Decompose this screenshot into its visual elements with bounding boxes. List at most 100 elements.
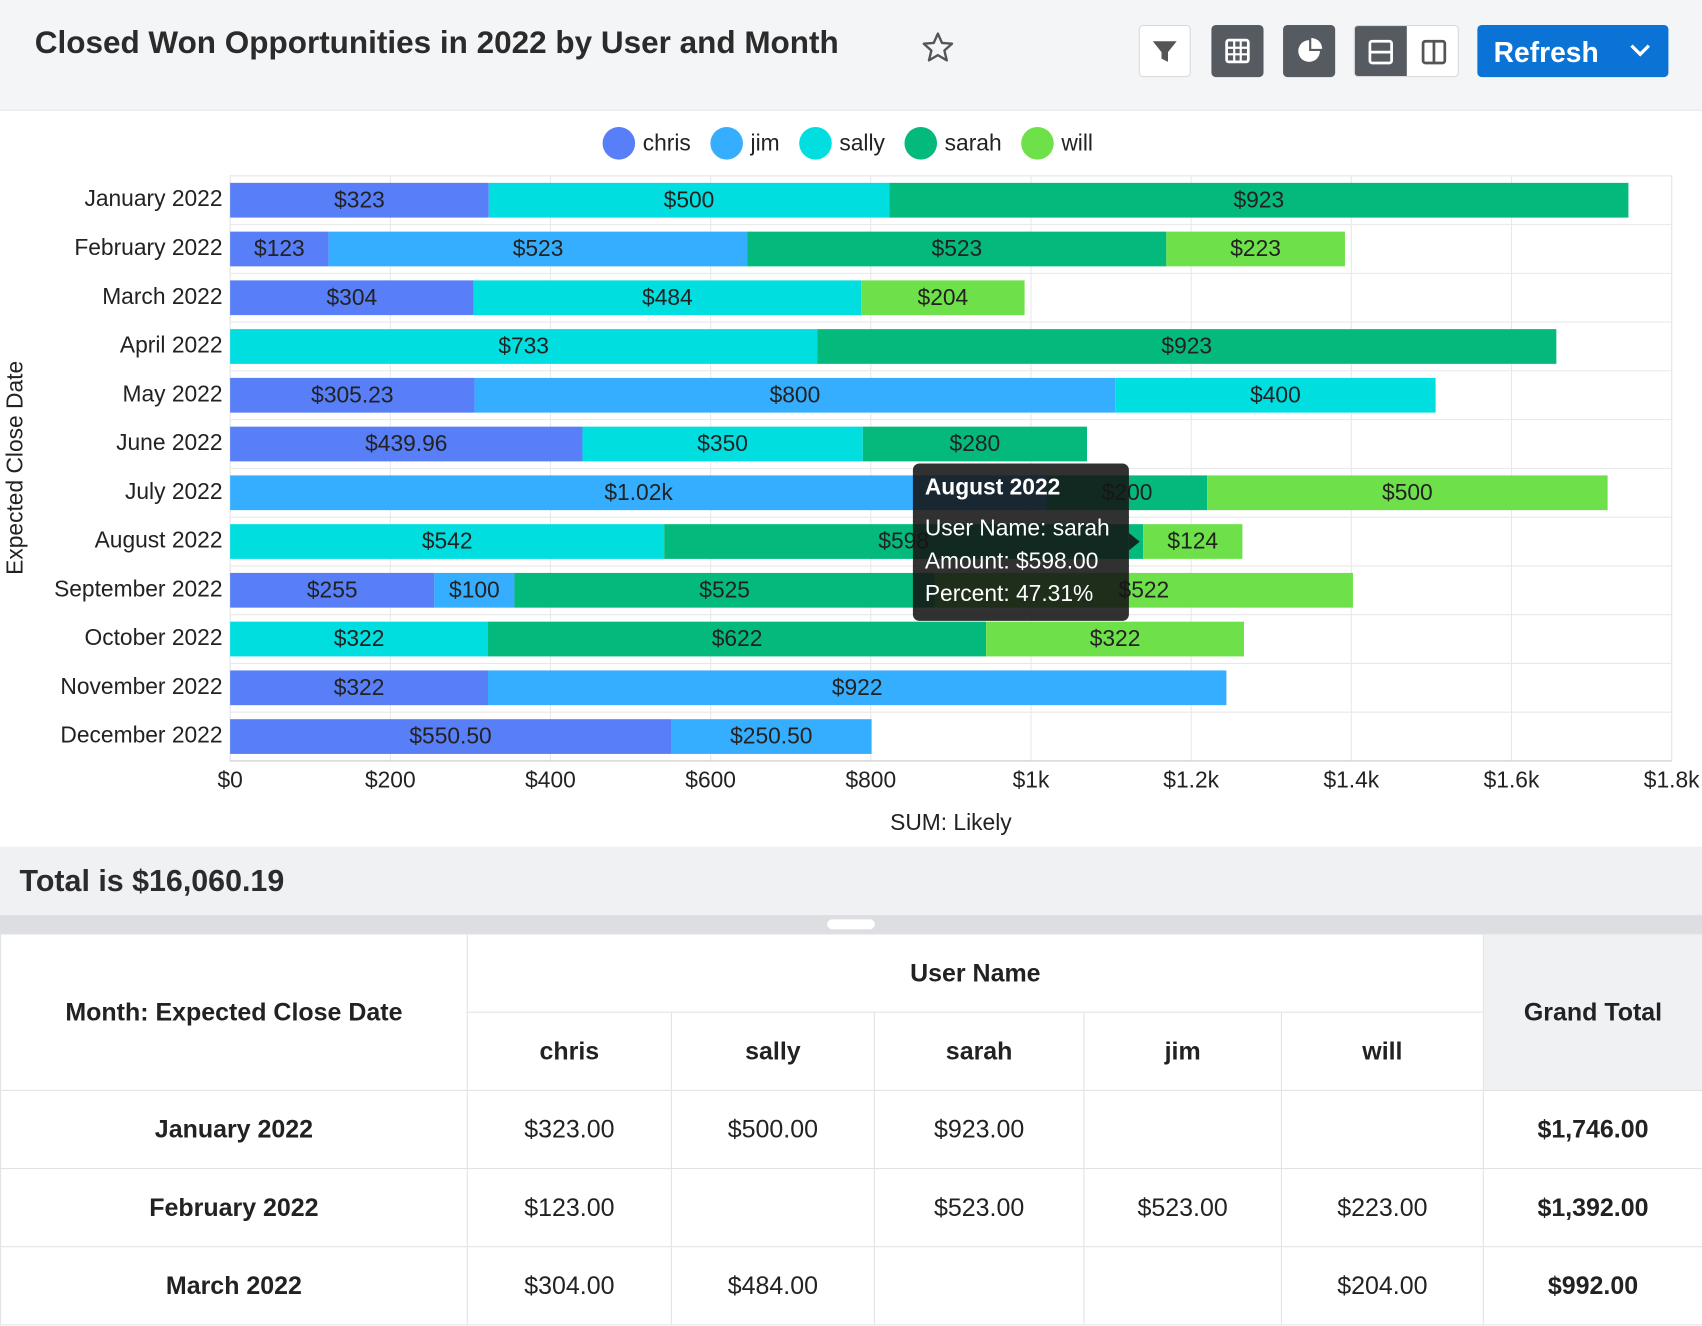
bar-value-label: $800 xyxy=(770,381,821,407)
bar-value-label: $923 xyxy=(1233,186,1284,212)
bar-segment xyxy=(230,719,671,754)
filter-button[interactable] xyxy=(1138,24,1191,78)
bar-value-label: $305.23 xyxy=(311,381,393,407)
legend-swatch xyxy=(1021,127,1054,160)
value-cell xyxy=(670,1167,875,1248)
bar-segment xyxy=(474,377,1116,413)
total-cell: $992.00 xyxy=(1482,1246,1702,1326)
bar-value-label: $500 xyxy=(1382,479,1433,505)
column-header: sally xyxy=(670,1011,875,1091)
bar-segment xyxy=(473,280,862,316)
table-row: February 2022 $123.00 $523.00 $523.00 $223.0… xyxy=(0,1167,1702,1248)
value-cell: $523.00 xyxy=(873,1167,1085,1248)
total-bar: Total is $16,060.19 xyxy=(0,846,1702,916)
value-cell: $223.00 xyxy=(1280,1167,1484,1248)
value-cell: $123.00 xyxy=(466,1167,672,1248)
splitter[interactable] xyxy=(0,915,1702,934)
y-tick-label: August 2022 xyxy=(95,527,223,553)
bar-segment xyxy=(986,621,1245,657)
bar-value-label: $250.50 xyxy=(730,723,812,749)
bar-value-label: $484 xyxy=(642,284,693,310)
refresh-label: Refresh xyxy=(1493,35,1599,69)
y-tick-label: January 2022 xyxy=(84,185,222,211)
bar-value-label: $124 xyxy=(1167,528,1218,554)
bar-value-label: $525 xyxy=(699,576,750,602)
bar-value-label: $304 xyxy=(327,284,378,310)
y-tick-label: November 2022 xyxy=(60,673,222,699)
legend: chris jim sally sarah will xyxy=(602,127,1093,160)
value-cell: $523.00 xyxy=(1083,1167,1282,1248)
legend-label: will xyxy=(1060,129,1093,155)
bar-value-label: $123 xyxy=(254,235,305,261)
legend-label: chris xyxy=(643,129,691,155)
x-tick-label: $1.8k xyxy=(1644,767,1700,793)
column-header: sarah xyxy=(873,1011,1085,1091)
header-row: chris sally sarah jim will xyxy=(1,1011,1702,1091)
y-tick-label: December 2022 xyxy=(60,722,222,748)
y-tick-label: February 2022 xyxy=(74,234,222,260)
bar-value-label: $223 xyxy=(1230,235,1281,261)
total-header: Grand Total xyxy=(1482,933,1702,1091)
bar-segment xyxy=(230,426,583,462)
x-tick-label: $1.4k xyxy=(1323,767,1379,793)
value-cell: $323.00 xyxy=(466,1089,672,1170)
bar-value-label: $542 xyxy=(422,528,473,554)
bar-value-label: $923 xyxy=(1161,333,1212,359)
bar-segment xyxy=(230,670,489,706)
favorite-star[interactable] xyxy=(921,30,956,65)
bar-value-label: $622 xyxy=(712,625,763,651)
bar-value-label: $550.50 xyxy=(409,723,491,749)
month-cell: March 2022 xyxy=(0,1246,468,1326)
summary-table: Month: Expected Close Date User Name Grand… xyxy=(0,933,1702,1326)
refresh-button[interactable]: Refresh xyxy=(1477,24,1669,78)
legend-swatch xyxy=(904,127,938,160)
legend-swatch xyxy=(602,127,636,160)
x-tick-label: $1.6k xyxy=(1484,767,1540,793)
bar-segment xyxy=(488,621,987,657)
bar-segment xyxy=(582,426,863,462)
bar-value-label: $1.02k xyxy=(604,479,673,505)
bar-segment xyxy=(230,231,329,267)
bar-value-label: $323 xyxy=(334,186,385,212)
tooltip-line: User Name: sarah xyxy=(925,515,1110,541)
chart: SUM: Likely Expected Close Date $0 $200 $4… xyxy=(0,110,1702,847)
y-tick-label: October 2022 xyxy=(84,624,222,650)
tooltip-line: Amount: $598.00 xyxy=(925,547,1099,573)
bar-value-label: $733 xyxy=(498,333,549,359)
bar-segment xyxy=(230,621,489,657)
value-cell xyxy=(1083,1089,1282,1170)
layout-toggle[interactable] xyxy=(1353,24,1459,78)
value-cell: $484.00 xyxy=(670,1246,875,1326)
bar-value-label: $350 xyxy=(697,430,748,456)
bar-segment xyxy=(434,572,515,608)
table-row: January 2022 $323.00 $500.00 $923.00 $1,746.… xyxy=(0,1089,1702,1170)
splitter-handle[interactable] xyxy=(827,919,875,930)
tooltip-line: Percent: 47.31% xyxy=(925,580,1093,606)
tooltip-box xyxy=(912,463,1129,621)
header-row: Month: Expected Close Date User Name Grand… xyxy=(0,933,1702,1091)
group-header: User Name xyxy=(466,933,1484,1013)
legend-label: sally xyxy=(839,129,885,155)
value-cell: $500.00 xyxy=(670,1089,875,1170)
x-tick-label: $200 xyxy=(365,767,416,793)
month-cell: February 2022 xyxy=(0,1167,468,1248)
bar-segment xyxy=(488,182,890,218)
total-cell: $1,392.00 xyxy=(1482,1167,1702,1248)
x-tick-label: $400 xyxy=(525,767,576,793)
bar-value-label: $922 xyxy=(832,674,883,700)
y-tick-label: July 2022 xyxy=(125,478,223,504)
table-view-button[interactable] xyxy=(1211,24,1264,78)
value-cell xyxy=(1280,1089,1484,1170)
x-tick-label: $600 xyxy=(685,767,736,793)
y-tick-label: September 2022 xyxy=(54,575,222,601)
tooltip-pointer xyxy=(1128,532,1140,551)
bar-segment xyxy=(230,475,1048,511)
bar-segment xyxy=(328,231,748,267)
total-text: Total is $16,060.19 xyxy=(19,864,285,898)
table-row: March 2022 $304.00 $484.00 $204.00 $992.00 xyxy=(0,1246,1702,1326)
bar-segment xyxy=(230,329,818,364)
chart-view-button[interactable] xyxy=(1283,24,1336,78)
x-tick-label: $800 xyxy=(845,767,896,793)
